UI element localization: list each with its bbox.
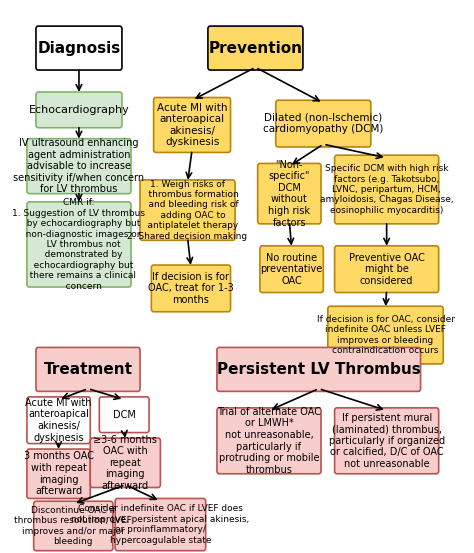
Text: Treatment: Treatment [44,362,133,377]
Text: Acute MI with
anteroapical
akinesis/
dyskinesis: Acute MI with anteroapical akinesis/ dys… [25,398,92,442]
Text: No routine
preventative
OAC: No routine preventative OAC [261,253,323,286]
Text: Persistent LV Thrombus: Persistent LV Thrombus [217,362,420,377]
Text: Dilated (non-Ischemic)
cardiomyopathy (DCM): Dilated (non-Ischemic) cardiomyopathy (D… [263,113,383,134]
FancyBboxPatch shape [36,92,122,128]
Text: 1. Weigh risks of
    thrombus formation
    and bleeding risk of
    adding OAC: 1. Weigh risks of thrombus formation and… [128,180,247,241]
Text: Consider indefinite OAC if LVEF does
not improve, persistent apical akinesis,
or: Consider indefinite OAC if LVEF does not… [71,504,249,545]
Text: "Non-
specific"
DCM
without
high risk
factors: "Non- specific" DCM without high risk fa… [268,160,310,228]
FancyBboxPatch shape [276,100,371,147]
FancyBboxPatch shape [335,408,438,474]
FancyBboxPatch shape [335,155,438,224]
FancyBboxPatch shape [100,397,149,432]
FancyBboxPatch shape [258,164,321,224]
FancyBboxPatch shape [260,246,323,293]
Text: ≥3-6 months
OAC with
repeat
imaging
afterward: ≥3-6 months OAC with repeat imaging afte… [93,435,157,491]
Text: Specific DCM with high risk
factors (e.g. Takotsubo,
LVNC, peripartum, HCM,
amyl: Specific DCM with high risk factors (e.g… [320,164,454,215]
FancyBboxPatch shape [335,246,438,293]
FancyBboxPatch shape [151,265,230,312]
Text: DCM: DCM [113,410,136,420]
Text: IV ultrasound enhancing
agent administration
advisable to increase
sensitivity i: IV ultrasound enhancing agent administra… [13,138,145,194]
FancyBboxPatch shape [208,26,303,70]
FancyBboxPatch shape [154,97,230,153]
FancyBboxPatch shape [27,139,131,194]
FancyBboxPatch shape [90,438,160,488]
FancyBboxPatch shape [36,347,140,392]
Text: Diagnosis: Diagnosis [37,40,120,56]
Text: Preventive OAC
might be
considered: Preventive OAC might be considered [349,253,425,286]
FancyBboxPatch shape [36,26,122,70]
FancyBboxPatch shape [27,202,131,287]
Text: If persistent mural
(laminated) thrombus,
particularly if organized
or calcified: If persistent mural (laminated) thrombus… [328,413,445,469]
FancyBboxPatch shape [115,498,206,551]
FancyBboxPatch shape [217,408,321,474]
Text: If decision is for OAC, consider
indefinite OAC unless LVEF
improves or bleeding: If decision is for OAC, consider indefin… [317,315,455,355]
Text: CMR if:
1. Suggestion of LV thrombus
   by echocardiography but
   non-diagnosti: CMR if: 1. Suggestion of LV thrombus by … [12,199,146,290]
Text: Discontinue OAC if
thrombus resolution, LVEF
improves and/or major
bleeding: Discontinue OAC if thrombus resolution, … [14,506,132,546]
Text: Prevention: Prevention [209,40,302,56]
FancyBboxPatch shape [27,397,90,444]
Text: Trial of alternate OAC
or LMWH*
not unreasonable,
particularly if
protruding or : Trial of alternate OAC or LMWH* not unre… [217,407,321,475]
FancyBboxPatch shape [34,501,113,551]
FancyBboxPatch shape [27,449,90,498]
FancyBboxPatch shape [328,306,443,364]
Text: If decision is for
OAC, treat for 1-3
months: If decision is for OAC, treat for 1-3 mo… [148,272,234,305]
Text: Acute MI with
anteroapical
akinesis/
dyskinesis: Acute MI with anteroapical akinesis/ dys… [157,102,228,148]
FancyBboxPatch shape [140,180,235,241]
FancyBboxPatch shape [217,347,420,392]
Text: 3 months OAC
with repeat
imaging
afterward: 3 months OAC with repeat imaging afterwa… [24,451,93,496]
Text: Echocardiography: Echocardiography [28,105,129,115]
